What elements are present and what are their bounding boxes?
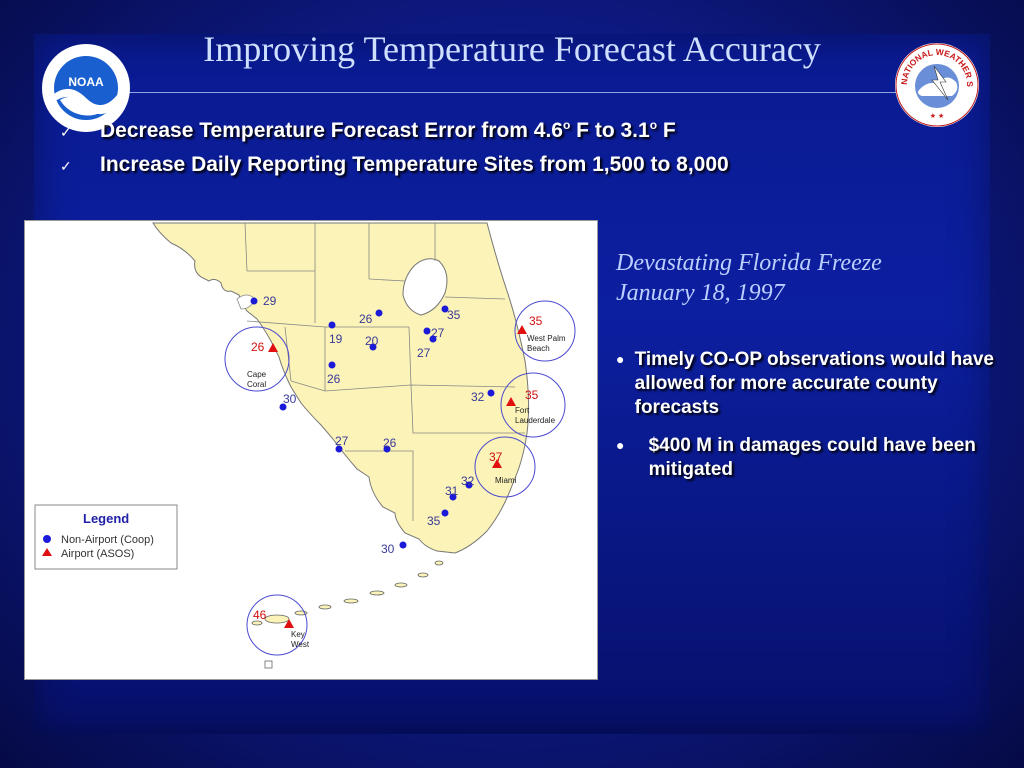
freeze-bullet-list: ● Timely CO-OP observations would have a… <box>616 348 1006 496</box>
asos-station-marker <box>517 325 527 334</box>
coop-station-marker <box>328 321 336 329</box>
map-legend: Legend Non-Airport (Coop) Airport (ASOS) <box>34 504 178 570</box>
top-bullet-text: Increase Daily Reporting Temperature Sit… <box>100 153 729 176</box>
freeze-bullet-item: ● $400 M in damages could have been miti… <box>616 434 1006 482</box>
coop-station-marker <box>449 493 457 501</box>
asos-city-label: Cape Coral <box>247 370 267 389</box>
coop-station-marker <box>369 343 377 351</box>
noaa-logo-text: NOAA <box>68 75 104 89</box>
florida-keys <box>251 560 444 669</box>
asos-circles <box>224 300 576 656</box>
asos-station-marker <box>284 619 294 628</box>
coop-temp-label: 26 <box>383 436 397 450</box>
freeze-bullet-text: Timely CO-OP observations would have all… <box>634 349 994 418</box>
coop-temp-label: 30 <box>381 542 395 556</box>
legend-asos-marker <box>42 548 52 556</box>
coop-station-marker <box>383 445 391 453</box>
asos-city-label: Fort Lauderdale <box>515 406 556 425</box>
coop-temp-label: 32 <box>461 474 475 488</box>
coop-station-marker <box>279 403 287 411</box>
coop-station-marker <box>441 305 449 313</box>
freeze-event-title: Devastating Florida Freeze January 18, 1… <box>616 248 996 308</box>
coop-station-marker <box>399 541 407 549</box>
coop-station-marker <box>335 445 343 453</box>
coop-temp-label: 26 <box>359 312 373 326</box>
freeze-event-date: January 18, 1997 <box>616 280 785 306</box>
legend-coop-marker <box>43 535 51 543</box>
asos-city-label: Miami <box>495 476 517 485</box>
coop-station-marker <box>465 481 473 489</box>
lake-okeechobee <box>402 258 448 316</box>
legend-asos-label: Airport (ASOS) <box>61 548 134 560</box>
asos-station-marker <box>268 343 278 352</box>
coop-station-marker <box>328 361 336 369</box>
coop-temp-label: 31 <box>445 484 459 498</box>
coop-temp-label: 35 <box>447 308 461 322</box>
noaa-logo-icon: NOAA <box>42 44 130 132</box>
coop-temp-label: 29 <box>263 294 277 308</box>
top-bullet-list: ✓ Decrease Temperature Forecast Error fr… <box>60 118 729 187</box>
legend-coop-label: Non-Airport (Coop) <box>61 534 154 546</box>
coop-station-marker <box>375 309 383 317</box>
asos-station-marker <box>492 459 502 468</box>
freeze-event-title-line1: Devastating Florida Freeze <box>616 250 882 276</box>
coop-temp-label: 20 <box>365 334 379 348</box>
coop-station-marker <box>429 335 437 343</box>
asos-temp-label: 37 <box>489 450 503 464</box>
coop-station-marker <box>250 297 258 305</box>
asos-temp-label: 46 <box>253 608 267 622</box>
coop-station-marker <box>487 389 495 397</box>
florida-land-area <box>152 222 530 554</box>
florida-freeze-map: 29 26 35 19 20 27 27 26 30 32 27 26 31 32 35 30 26 Cape C… <box>24 220 598 680</box>
top-bullet-item: ✓ Decrease Temperature Forecast Error fr… <box>60 118 729 143</box>
bullet-dot-icon: ● <box>616 437 625 453</box>
coop-station-marker <box>423 327 431 335</box>
svg-text:★ ★: ★ ★ <box>930 112 945 120</box>
checkmark-icon: ✓ <box>60 158 72 174</box>
checkmark-icon: ✓ <box>60 124 72 140</box>
coop-temp-label: 19 <box>329 332 343 346</box>
asos-temp-label: 35 <box>525 388 539 402</box>
freeze-bullet-text: $400 M in damages could have been mitiga… <box>648 435 976 480</box>
county-boundaries <box>244 222 525 521</box>
coop-temp-label: 26 <box>327 372 341 386</box>
freeze-bullet-item: ● Timely CO-OP observations would have a… <box>616 348 1006 420</box>
coop-station-marker <box>441 509 449 517</box>
coop-temp-label: 35 <box>427 514 441 528</box>
coop-temp-label: 32 <box>471 390 485 404</box>
coop-temp-label: 27 <box>417 346 431 360</box>
asos-city-label: Key West <box>291 630 310 649</box>
asos-city-label: West Palm Beach <box>527 334 566 353</box>
asos-station-marker <box>506 397 516 406</box>
legend-title: Legend <box>83 511 129 526</box>
coop-temp-label: 30 <box>283 392 297 406</box>
asos-station-layer: 26 Cape Coral 35 West Palm Beach 35 Fort Lauderd… <box>247 314 566 649</box>
title-divider <box>120 92 900 93</box>
coop-temp-label: 27 <box>335 434 349 448</box>
asos-temp-label: 26 <box>251 340 265 354</box>
top-bullet-text: Decrease Temperature Forecast Error from… <box>100 118 676 142</box>
bullet-dot-icon: ● <box>616 351 625 367</box>
slide-title: Improving Temperature Forecast Accuracy <box>203 29 821 69</box>
nws-logo-icon: NATIONAL WEATHER SERVICE ★ ★ <box>894 42 979 127</box>
asos-temp-label: 35 <box>529 314 543 328</box>
top-bullet-item: ✓ Increase Daily Reporting Temperature S… <box>60 153 729 177</box>
